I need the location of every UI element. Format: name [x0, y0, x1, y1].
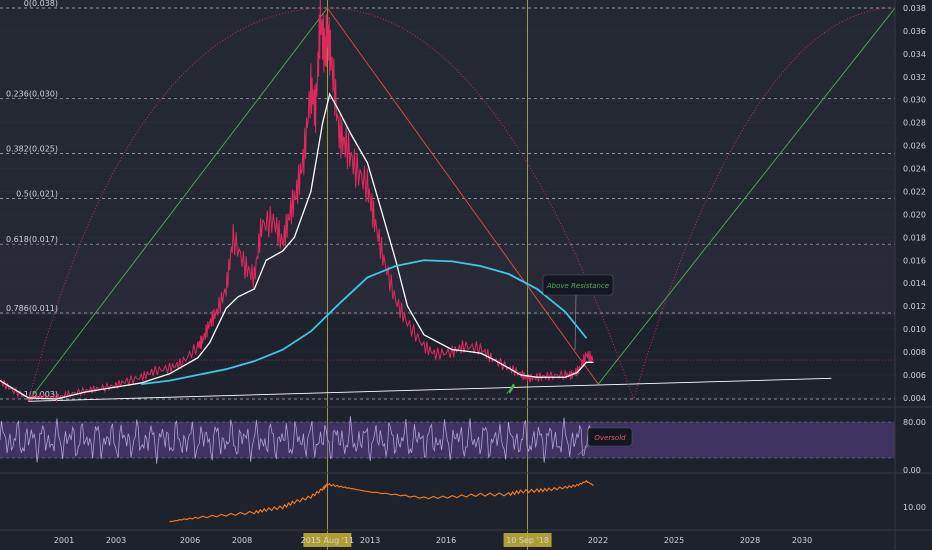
fan-lines: [27, 7, 896, 402]
fib-level-label: 0.786(0.011): [6, 304, 58, 313]
fib-level-label: 0.618(0.017): [6, 235, 58, 244]
y-tick-label: 0.028: [903, 119, 926, 128]
date-highlight-label: 10 Sep '18: [506, 536, 549, 545]
fib-level-label: 0(0.038): [24, 0, 58, 8]
note-above-resistance: Above Resistance: [546, 282, 609, 290]
rsi-tick-label: 80.00: [903, 418, 926, 427]
annotations: Above Resistance Oversold: [506, 274, 633, 456]
x-tick-label: 2013: [360, 536, 380, 545]
x-tick-label: 2006: [180, 536, 200, 545]
y-tick-label: 0.008: [903, 348, 926, 357]
x-tick-label: 2022: [588, 536, 608, 545]
rsi-tick-label: 0.00: [903, 466, 921, 475]
y-tick-label: 0.016: [903, 256, 926, 265]
price-series: [0, 0, 594, 403]
note-oversold: Oversold: [594, 434, 626, 442]
y-tick-label: 0.032: [903, 73, 926, 82]
fan-line-right: [597, 7, 896, 385]
fib-arc-left: [27, 7, 328, 402]
support-line: [28, 377, 832, 402]
rocket-icon-body: [508, 383, 516, 394]
rocket-icon-flame: [506, 391, 509, 394]
x-tick-label: 2030: [792, 536, 812, 545]
y-tick-label: 0.034: [903, 50, 926, 59]
lower-panel: [0, 472, 932, 523]
fib-level-label: 0.382(0.025): [6, 145, 58, 154]
y-tick-label: 0.004: [903, 394, 926, 403]
y-tick-label: 0.030: [903, 96, 926, 105]
series-line-long_ma: [141, 259, 588, 385]
y-tick-label: 0.036: [903, 27, 926, 36]
y-tick-label: 0.020: [903, 210, 926, 219]
x-tick-label: 2008: [232, 536, 252, 545]
date-highlight-box: [303, 533, 352, 547]
x-tick-label: 2025: [664, 536, 684, 545]
y-tick-label: 0.010: [903, 325, 926, 334]
x-tick-label: 2003: [106, 536, 126, 545]
time-axis: 2001 2003 2006 2008 2013 2016 2022 2025 2028 2030…: [0, 529, 932, 547]
note-box-above-resistance: [542, 274, 614, 296]
fib-level-label: 0.236(0.030): [6, 90, 58, 99]
y-tick-label: 0.038: [903, 4, 926, 13]
y-tick-label: 0.022: [903, 187, 926, 196]
x-tick-label: 2001: [54, 536, 74, 545]
date-highlight-box: [503, 533, 552, 547]
fib-level-label: 0.5(0.021): [16, 189, 58, 198]
note-pointer: [574, 294, 577, 351]
fan-line-left: [27, 7, 328, 402]
x-tick-label: 2016: [436, 536, 456, 545]
grid: [0, 0, 895, 550]
note-pointer-oversold: [577, 445, 589, 456]
rocket-icon: [506, 383, 516, 394]
y-tick-label: 0.014: [903, 279, 926, 288]
y-tick-label: 0.018: [903, 233, 926, 242]
rsi-line: [0, 416, 599, 464]
note-box-oversold: [587, 427, 633, 447]
date-highlight-label: 2015 Aug '11: [301, 536, 354, 545]
lower-tick-label: 10.00: [903, 503, 926, 512]
series-line-smooth: [0, 92, 594, 400]
fib-arc-right: [327, 7, 896, 401]
series-line-price: [0, 0, 594, 403]
y-tick-label: 0.026: [903, 142, 926, 151]
y-tick-label: 0.024: [903, 165, 926, 174]
price-axis: 0.038 0.036 0.034 0.032 0.030 0.028 0.026 0.024…: [894, 0, 926, 550]
resistance-line: [327, 7, 599, 385]
y-tick-label: 0.006: [903, 371, 926, 380]
lower-series-line: [169, 479, 594, 523]
y-tick-label: 0.012: [903, 302, 926, 311]
fib-levels: 0(0.038) 0.236(0.030) 0.382(0.025) 0.5(0.02…: [0, 0, 895, 400]
fib-level-label: 1(0.003): [24, 390, 58, 399]
fib-zone-shading-lower: [0, 245, 895, 315]
x-tick-label: 2028: [740, 536, 760, 545]
rsi-panel: [0, 406, 932, 464]
